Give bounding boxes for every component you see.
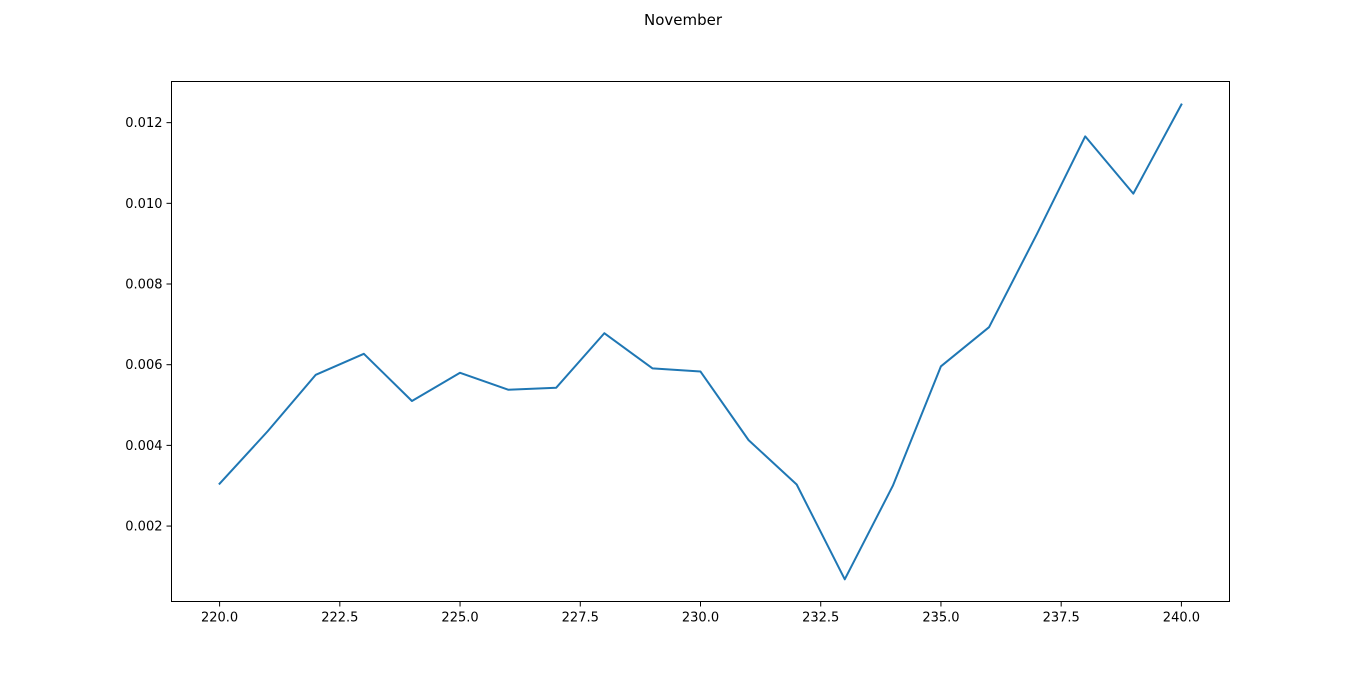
x-tick-label: 230.0: [682, 611, 719, 626]
x-tick-label: 240.0: [1163, 611, 1200, 626]
plot-frame: [171, 81, 1230, 602]
x-tick-label: 232.5: [802, 611, 839, 626]
y-axis: 0.002 0.004 0.006 0.008 0.010 0.012: [125, 116, 172, 535]
chart-title: November: [643, 11, 723, 29]
x-axis: 220.0 222.5 225.0 227.5 230.0 232.5 235.0 237.5…: [201, 601, 1200, 626]
y-tick-label: 0.004: [125, 439, 162, 454]
x-tick-label: 237.5: [1043, 611, 1080, 626]
series-line: [218, 103, 1183, 581]
series-layer: [218, 103, 1183, 581]
y-tick-label: 0.006: [125, 358, 162, 373]
x-tick-label: 220.0: [201, 611, 238, 626]
y-tick-label: 0.002: [125, 520, 162, 535]
y-tick-label: 0.012: [125, 116, 162, 131]
y-tick-label: 0.010: [125, 197, 162, 212]
x-tick-label: 222.5: [321, 611, 358, 626]
x-tick-label: 235.0: [922, 611, 959, 626]
x-tick-label: 225.0: [441, 611, 478, 626]
y-tick-label: 0.008: [125, 278, 162, 293]
x-tick-label: 227.5: [562, 611, 599, 626]
